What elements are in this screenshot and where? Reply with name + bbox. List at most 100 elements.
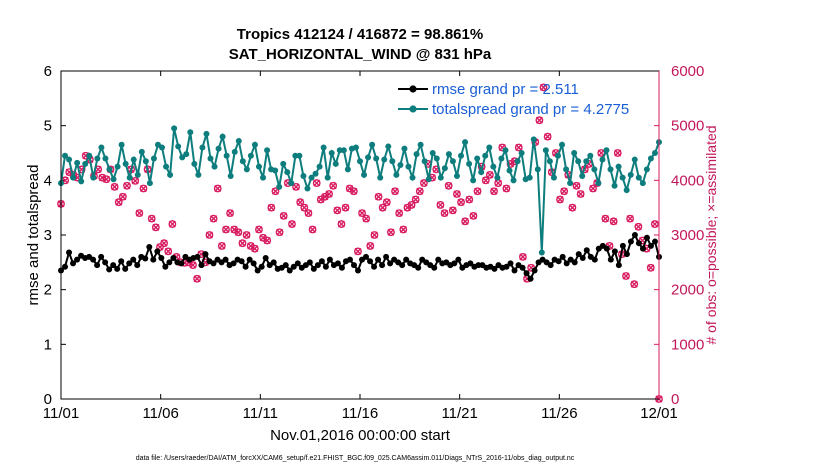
totalspread-point [251, 141, 258, 148]
obs-point [304, 209, 313, 218]
totalspread-point [530, 136, 537, 143]
obs-assimilated-marker [403, 204, 411, 212]
obs-possible-marker [613, 149, 622, 157]
obs-assimilated-marker [193, 275, 201, 283]
obs-assimilated-marker [313, 179, 321, 187]
obs-assimilated-marker [441, 209, 449, 217]
totalspread-point [70, 174, 77, 181]
obs-possible-marker [601, 214, 610, 223]
totalspread-point [409, 174, 416, 181]
obs-possible-marker [453, 190, 461, 198]
obs-assimilated-marker [560, 187, 568, 195]
obs-assimilated-marker [622, 272, 630, 280]
obs-assimilated-marker [375, 193, 383, 201]
obs-point [391, 187, 399, 196]
obs-possible-marker [255, 225, 263, 234]
obs-point [395, 209, 404, 218]
obs-assimilated-marker [354, 247, 362, 255]
plot-area [61, 71, 659, 399]
obs-assimilated-marker [238, 239, 246, 247]
rmse-point [403, 256, 410, 263]
totalspread-point [421, 158, 428, 165]
obs-point [609, 217, 618, 226]
obs-possible-marker [123, 181, 131, 190]
rmse-point [559, 253, 566, 260]
rmse-point [511, 267, 518, 274]
totalspread-point [357, 158, 363, 165]
obs-possible-marker [411, 195, 420, 204]
totalspread-point [458, 152, 465, 159]
rmse-point [154, 248, 161, 255]
obs-assimilated-marker [449, 206, 457, 214]
x-axis-ticks: 11/01 11/06 11/11 11/16 11/21 11/26 12/01 [43, 71, 678, 422]
obs-possible-marker [164, 247, 173, 256]
y-left-tick-label: 0 [44, 391, 52, 408]
obs-assimilated-marker [123, 182, 131, 190]
obs-possible-marker [646, 263, 655, 272]
totalspread-point [482, 152, 489, 159]
x-tick-label: 12/01 [640, 405, 678, 422]
totalspread-point [215, 145, 222, 152]
rmse-point [94, 262, 101, 269]
obs-point [329, 181, 338, 190]
totalspread-point [506, 167, 513, 174]
obs-assimilated-marker [218, 242, 226, 250]
obs-assimilated-marker [296, 198, 304, 206]
totalspread-point [369, 141, 376, 148]
totalspread-point [90, 174, 97, 181]
totalspread-point [433, 155, 440, 162]
rmse-point [575, 251, 582, 258]
obs-point [110, 182, 119, 191]
obs-point [242, 231, 251, 239]
totalspread-point [118, 141, 125, 148]
obs-assimilated-marker [436, 201, 444, 209]
rmse-point [563, 260, 570, 267]
totalspread-point [498, 155, 505, 162]
rmse-point [527, 275, 534, 282]
obs-assimilated-marker [651, 220, 659, 228]
rmse-point [114, 265, 121, 272]
y-right-tick-label: 5000 [671, 118, 704, 135]
obs-possible-marker [448, 206, 457, 215]
obs-possible-marker [630, 280, 639, 289]
rmse-point [415, 264, 422, 271]
rmse-point [74, 256, 81, 263]
rmse-point [491, 265, 498, 272]
rmse-point [230, 260, 237, 267]
obs-assimilated-marker [251, 245, 259, 253]
obs-assimilated-marker [168, 220, 176, 228]
obs-point [539, 83, 548, 92]
rmse-point [286, 267, 293, 274]
totalspread-point [514, 158, 521, 165]
totalspread-point [260, 174, 267, 181]
obs-possible-marker [341, 203, 350, 212]
totalspread-point [518, 150, 525, 156]
x-axis-label: Nov.01,2016 00:00:00 start [270, 427, 451, 444]
obs-point [415, 187, 424, 196]
rmse-point [166, 259, 173, 266]
obs-possible-marker [250, 244, 259, 253]
obs-point [622, 272, 630, 280]
rmse-point [202, 251, 209, 258]
obs-assimilated-marker [490, 187, 498, 195]
totalspread-point [591, 166, 598, 173]
obs-possible-marker [568, 203, 577, 212]
totalspread-point [74, 159, 81, 166]
obs-assimilated-marker [457, 198, 465, 206]
totalspread-point [316, 163, 323, 170]
obs-point [255, 225, 263, 234]
totalspread-point [623, 187, 630, 194]
x-tick-label: 11/16 [342, 405, 378, 422]
obs-assimilated-marker [634, 223, 642, 231]
obs-assimilated-marker [556, 195, 564, 203]
rmse-point [615, 262, 622, 269]
rmse-point [306, 259, 313, 266]
obs-assimilated-marker [119, 193, 127, 201]
obs-point [131, 176, 140, 185]
obs-possible-marker [102, 175, 111, 184]
totalspread-point [114, 163, 121, 170]
obs-point [436, 201, 445, 209]
totalspread-point [365, 154, 372, 161]
obs-possible-marker [333, 206, 342, 215]
